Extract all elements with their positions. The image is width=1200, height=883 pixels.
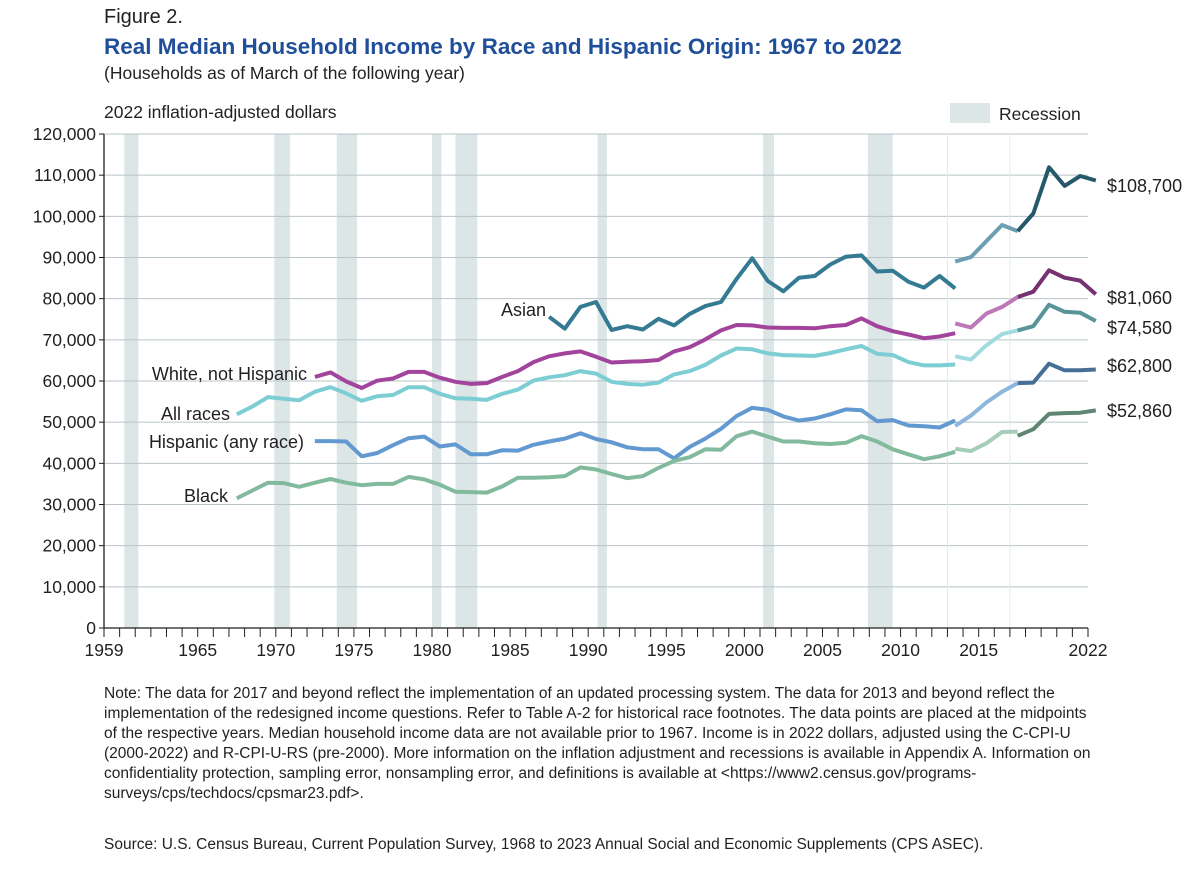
y-tick-label: 90,000 <box>42 248 96 268</box>
x-tick-label: 1980 <box>413 640 452 660</box>
series-line-asian <box>1016 165 1097 233</box>
series-line-all-races <box>954 328 1019 362</box>
x-tick-label: 2022 <box>1069 640 1108 660</box>
y-tick-label: 60,000 <box>42 371 96 391</box>
series-line-white-not-hispanic <box>954 295 1019 330</box>
series-end-value: $62,800 <box>1107 356 1172 376</box>
x-tick-label: 2010 <box>881 640 920 660</box>
series-line-hispanic-any-race <box>314 405 957 461</box>
series-line-all-races <box>235 344 956 417</box>
chart-note: Note: The data for 2017 and beyond refle… <box>104 685 1091 802</box>
series-line-hispanic-any-race <box>954 381 1019 428</box>
series-end-value: $74,580 <box>1107 318 1172 338</box>
series-line-all-races <box>1017 302 1097 333</box>
series-label: All races <box>161 404 230 424</box>
y-tick-label: 10,000 <box>42 577 96 597</box>
series-lines <box>235 165 1098 501</box>
figure-label: Figure 2. <box>104 6 183 28</box>
y-tick-label: 100,000 <box>33 206 97 226</box>
y-tick-label: 80,000 <box>42 289 96 309</box>
series-line-white-not-hispanic <box>314 316 956 390</box>
x-tick-label: 2015 <box>959 640 998 660</box>
x-tick-label: 1970 <box>256 640 295 660</box>
recession-legend-swatch <box>950 103 990 123</box>
chart-subtitle: (Households as of March of the following… <box>104 63 465 83</box>
series-line-asian <box>954 223 1019 264</box>
x-tick-label: 1985 <box>491 640 530 660</box>
series-label: Hispanic (any race) <box>149 432 304 452</box>
x-tick-label: 1975 <box>334 640 373 660</box>
series-label: Black <box>184 486 229 506</box>
y-axis-unit-label: 2022 inflation-adjusted dollars <box>104 102 337 122</box>
series-line-black <box>235 429 956 501</box>
y-tick-label: 40,000 <box>42 453 96 473</box>
series-end-value: $108,700 <box>1107 176 1182 196</box>
chart-source: Source: U.S. Census Bureau, Current Popu… <box>104 836 984 853</box>
y-tick-label: 70,000 <box>42 330 96 350</box>
series-end-value: $81,060 <box>1107 288 1172 308</box>
y-tick-label: 20,000 <box>42 536 96 556</box>
x-tick-label: 1990 <box>569 640 608 660</box>
x-tick-label: 2000 <box>725 640 764 660</box>
recession-legend-label: Recession <box>999 104 1081 124</box>
x-tick-label: 1995 <box>647 640 686 660</box>
series-line-black <box>954 429 1018 453</box>
y-tick-label: 110,000 <box>34 165 96 185</box>
series-line-hispanic-any-race <box>1017 361 1096 386</box>
y-tick-label: 30,000 <box>42 495 96 515</box>
chart-title: Real Median Household Income by Race and… <box>104 34 902 59</box>
series-labels: Asian $108,700 White, not Hispanic $81,060 A… <box>149 176 1182 506</box>
series-label: White, not Hispanic <box>152 364 307 384</box>
series-end-value: $52,860 <box>1107 401 1172 421</box>
series-line-black <box>1016 408 1097 438</box>
x-tick-label: 2005 <box>803 640 842 660</box>
y-tick-label: 120,000 <box>33 124 97 144</box>
series-line-white-not-hispanic <box>1017 268 1098 299</box>
series-label: Asian <box>501 300 546 320</box>
income-line-chart: 0 10,000 20,000 30,000 40,000 50,000 60,000 70,… <box>33 124 1182 660</box>
y-tick-label: 50,000 <box>42 412 96 432</box>
series-line-asian <box>547 253 957 332</box>
y-tick-label: 0 <box>86 618 96 638</box>
axes: 0 10,000 20,000 30,000 40,000 50,000 60,000 70,… <box>33 124 1108 660</box>
x-tick-label: 1965 <box>178 640 217 660</box>
x-tick-label: 1959 <box>85 640 124 660</box>
